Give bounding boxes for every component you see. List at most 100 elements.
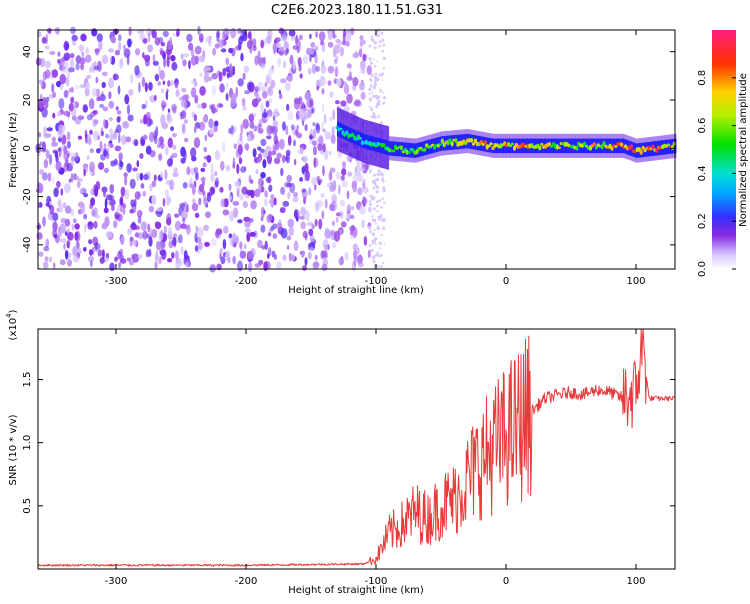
noise-blob — [299, 215, 305, 220]
noise-blob — [76, 241, 80, 249]
noise-blob — [380, 121, 384, 125]
noise-blob — [225, 82, 229, 89]
signal-band-cell — [392, 141, 395, 156]
noise-blob — [83, 193, 89, 198]
noise-blob — [51, 83, 55, 94]
noise-blob — [53, 187, 59, 198]
noise-blob — [232, 157, 236, 168]
signal-core-cell — [538, 145, 542, 151]
noise-blob — [246, 232, 251, 242]
signal-core-cell — [423, 147, 427, 152]
noise-blob — [292, 60, 296, 71]
noise-blob — [116, 205, 120, 215]
noise-blob — [203, 146, 208, 153]
noise-blob — [182, 182, 188, 189]
noise-blob — [370, 73, 374, 78]
noise-blob — [327, 182, 331, 188]
noise-blob — [194, 245, 199, 252]
noise-blob — [193, 114, 197, 122]
noise-blob — [72, 254, 80, 263]
noise-blob — [59, 238, 67, 243]
noise-blob — [111, 205, 115, 211]
noise-blob — [157, 81, 161, 86]
noise-blob — [293, 191, 298, 198]
noise-blob — [209, 264, 216, 273]
noise-blob — [110, 36, 117, 44]
noise-blob — [126, 104, 131, 115]
noise-blob — [51, 136, 56, 142]
noise-blob — [381, 79, 384, 81]
noise-blob — [103, 207, 109, 214]
noise-blob — [64, 218, 71, 227]
noise-blob — [302, 265, 307, 271]
noise-blob — [282, 254, 287, 261]
noise-blob — [346, 76, 353, 81]
noise-blob — [96, 148, 101, 154]
noise-blob — [70, 172, 74, 183]
noise-blob — [52, 212, 59, 222]
noise-blob — [163, 225, 168, 234]
noise-blob — [340, 221, 347, 228]
noise-blob — [345, 32, 352, 43]
noise-blob — [368, 44, 372, 48]
noise-blob — [149, 131, 155, 143]
noise-blob — [153, 94, 157, 102]
noise-blob — [86, 133, 92, 145]
noise-blob — [103, 187, 106, 198]
noise-blob — [377, 99, 381, 104]
noise-blob — [122, 44, 126, 50]
noise-blob — [267, 86, 274, 97]
noise-blob — [90, 260, 93, 268]
noise-blob — [310, 42, 316, 48]
noise-blob — [69, 152, 76, 157]
noise-blob — [201, 102, 207, 109]
noise-blob — [324, 131, 332, 140]
noise-blob — [244, 90, 251, 95]
signal-core-cell — [473, 138, 477, 144]
noise-blob — [149, 118, 154, 126]
noise-blob — [211, 72, 218, 80]
noise-blob — [323, 244, 328, 252]
noise-blob — [220, 160, 225, 171]
spectrogram-x-tick-label: -300 — [105, 276, 128, 287]
noise-blob — [379, 214, 383, 218]
noise-blob — [285, 125, 289, 136]
noise-blob — [284, 49, 288, 56]
noise-blob — [75, 175, 80, 181]
noise-blob — [142, 230, 148, 240]
noise-blob — [311, 176, 318, 186]
noise-blob — [182, 224, 189, 230]
noise-blob — [375, 72, 378, 76]
colorbar-tick-label: 0.2 — [697, 213, 708, 229]
noise-blob — [75, 63, 80, 71]
noise-blob — [281, 35, 287, 42]
noise-blob — [173, 32, 176, 37]
noise-blob — [307, 251, 312, 260]
noise-blob — [314, 218, 318, 227]
noise-blob — [93, 119, 99, 125]
noise-blob — [246, 189, 254, 196]
noise-blob — [176, 31, 180, 37]
noise-blob — [66, 240, 71, 247]
noise-blob — [40, 81, 43, 87]
spectrogram-signal-track — [335, 107, 677, 170]
noise-blob — [132, 239, 137, 246]
signal-core-cell — [557, 146, 561, 149]
noise-blob — [297, 56, 302, 67]
noise-blob — [192, 184, 196, 195]
noise-blob — [381, 177, 384, 180]
noise-blob — [243, 166, 247, 172]
noise-blob — [208, 38, 212, 47]
noise-blob — [108, 117, 113, 122]
noise-blob — [214, 43, 220, 49]
noise-blob — [243, 243, 247, 250]
signal-core-cell — [655, 148, 659, 153]
noise-blob — [159, 69, 166, 80]
noise-blob — [211, 103, 216, 115]
signal-band-cell — [541, 138, 543, 154]
noise-blob — [167, 258, 173, 263]
noise-blob — [195, 225, 198, 231]
noise-blob — [260, 138, 267, 147]
noise-blob — [174, 250, 179, 260]
noise-blob — [136, 160, 140, 168]
